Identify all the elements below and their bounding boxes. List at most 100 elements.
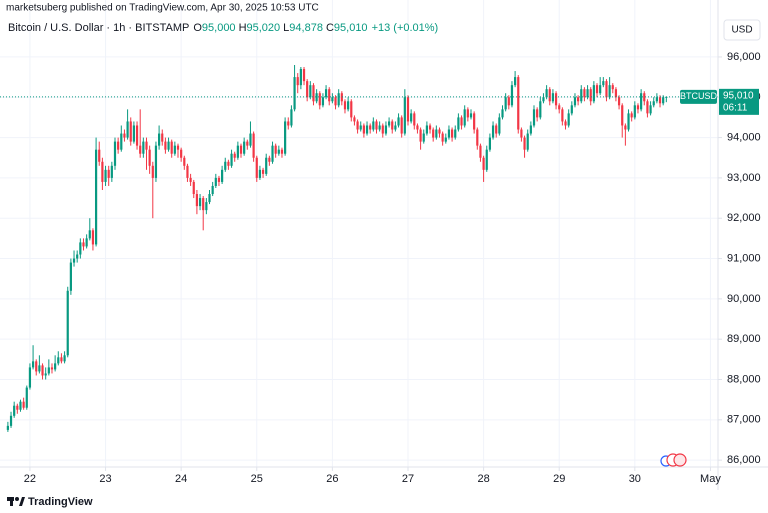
ohlc-value: 94,878 bbox=[289, 22, 323, 34]
candle-body bbox=[239, 145, 243, 154]
x-tick-label: May bbox=[700, 473, 721, 485]
candle-body bbox=[25, 387, 28, 408]
candle-body bbox=[139, 145, 142, 154]
candle-body bbox=[318, 93, 321, 106]
candle-body bbox=[280, 149, 284, 154]
candle-body bbox=[38, 365, 41, 372]
candle-body bbox=[202, 198, 205, 211]
candle-body bbox=[605, 81, 608, 98]
candle-body bbox=[564, 121, 567, 126]
candle-body bbox=[31, 361, 35, 368]
candle-body bbox=[54, 363, 57, 370]
candle-body bbox=[167, 141, 170, 150]
candle-body bbox=[495, 125, 498, 134]
candle-body bbox=[602, 81, 605, 86]
ohlc-value: 95,020 bbox=[247, 22, 281, 34]
x-tick-label: 24 bbox=[175, 473, 187, 485]
candle-body bbox=[293, 77, 296, 110]
candle-body bbox=[375, 121, 378, 130]
candle-body bbox=[548, 89, 551, 102]
candle-body bbox=[498, 117, 501, 134]
candle-body bbox=[646, 101, 649, 114]
candle-body bbox=[217, 177, 221, 182]
candle-body bbox=[94, 149, 98, 245]
candle-body bbox=[450, 129, 454, 138]
candle-body bbox=[157, 133, 161, 146]
candle-body bbox=[583, 89, 586, 98]
candle-body bbox=[356, 121, 359, 130]
candle-body bbox=[142, 141, 145, 154]
candle-body bbox=[460, 117, 463, 126]
candle-body bbox=[205, 202, 208, 211]
candle-body bbox=[554, 93, 558, 106]
candle-body bbox=[123, 133, 126, 138]
candle-body bbox=[365, 125, 369, 134]
candle-body bbox=[321, 97, 325, 106]
candle-body bbox=[633, 105, 636, 118]
candle-body bbox=[406, 97, 410, 122]
candle-body bbox=[107, 169, 110, 178]
candle-body bbox=[523, 137, 526, 150]
candle-body bbox=[444, 137, 447, 142]
candle-body bbox=[44, 373, 47, 376]
candle-body bbox=[126, 121, 129, 138]
ohlc-key: C bbox=[326, 22, 334, 34]
candle-body bbox=[243, 141, 246, 154]
candle-body bbox=[614, 89, 618, 98]
candle-body bbox=[599, 85, 602, 94]
candle-body bbox=[189, 177, 192, 182]
candle-body bbox=[315, 93, 318, 102]
candle-body bbox=[630, 113, 633, 118]
candle-body bbox=[561, 109, 564, 122]
candle-body bbox=[154, 145, 158, 178]
candle-body bbox=[82, 242, 85, 247]
candle-body bbox=[324, 89, 328, 98]
candle-body bbox=[76, 254, 79, 259]
candle-body bbox=[387, 121, 391, 126]
candle-body bbox=[419, 129, 422, 142]
candle-body bbox=[101, 161, 104, 182]
candle-body bbox=[265, 157, 268, 174]
event-icons bbox=[660, 453, 687, 467]
candle-body bbox=[328, 89, 331, 102]
candle-body bbox=[488, 137, 492, 150]
candle-body bbox=[113, 141, 117, 166]
y-tick-label: 96,000 bbox=[727, 51, 761, 63]
candle-body bbox=[47, 367, 50, 374]
candle-body bbox=[466, 109, 469, 118]
y-tick-label: 91,000 bbox=[727, 252, 761, 264]
candle-body bbox=[161, 133, 164, 142]
y-tick-label: 89,000 bbox=[727, 333, 761, 345]
candle-body bbox=[611, 85, 614, 90]
candle-body bbox=[425, 125, 428, 134]
candle-body bbox=[378, 125, 381, 130]
candle-body bbox=[621, 105, 624, 126]
candle-body bbox=[230, 153, 233, 166]
x-tick-label: 22 bbox=[24, 473, 36, 485]
candle-body bbox=[268, 157, 271, 162]
candle-body bbox=[441, 133, 444, 142]
y-tick-label: 92,000 bbox=[727, 212, 761, 224]
candle-body bbox=[340, 93, 343, 102]
candle-body bbox=[271, 145, 274, 162]
currency-button[interactable] bbox=[723, 19, 761, 41]
candle-body bbox=[397, 117, 400, 126]
candle-body bbox=[627, 113, 630, 130]
candle-body bbox=[88, 230, 91, 239]
candle-body bbox=[334, 97, 337, 106]
candle-body bbox=[438, 129, 441, 134]
candle-body bbox=[514, 77, 517, 86]
price-tag-label: 95,010 bbox=[723, 90, 754, 101]
candle-body bbox=[117, 141, 120, 150]
candle-body bbox=[343, 101, 347, 110]
y-tick-label: 86,000 bbox=[727, 454, 761, 466]
logo bbox=[7, 497, 25, 506]
currency-label[interactable]: USD bbox=[731, 25, 752, 36]
candle-body bbox=[50, 367, 54, 370]
candle-body bbox=[255, 157, 258, 178]
candle-body bbox=[482, 157, 485, 170]
candle-body bbox=[302, 69, 306, 82]
candle-body bbox=[394, 125, 397, 130]
candle-body bbox=[432, 129, 435, 138]
candle-body bbox=[369, 125, 372, 130]
